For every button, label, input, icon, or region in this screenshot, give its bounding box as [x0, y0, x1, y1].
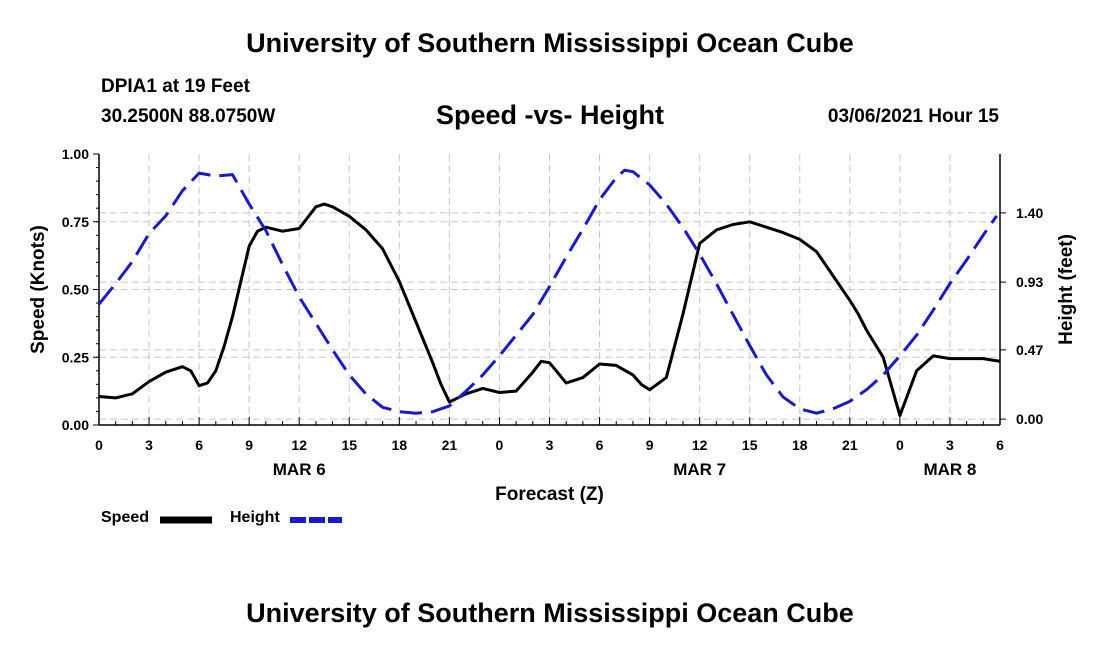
series — [97, 168, 1001, 417]
y-tick-label: 0.25 — [62, 349, 89, 365]
x-tick-label: 0 — [896, 437, 904, 453]
x-tick-label: 6 — [195, 437, 203, 453]
y-tick-label: 1.00 — [62, 146, 89, 162]
x-tick-label: 0 — [95, 437, 103, 453]
x-tick-label: 12 — [291, 437, 307, 453]
x-tick-label: 9 — [646, 437, 654, 453]
station-label: DPIA1 at 19 Feet — [101, 76, 250, 97]
x-tick-label: 18 — [792, 437, 808, 453]
x-tick-label: 6 — [596, 437, 604, 453]
footer-title: University of Southern Mississippi Ocean… — [246, 598, 854, 628]
x-tick-label: 0 — [496, 437, 504, 453]
y2-axis-title: Height (feet) — [1056, 234, 1077, 345]
y-tick-label: 0.50 — [62, 282, 89, 298]
x-tick-label: 3 — [946, 437, 954, 453]
x-tick-label: 3 — [546, 437, 554, 453]
axes — [93, 153, 1006, 426]
axis-labels: 0 3 6 9 12 15 18 21 0 3 6 9 12 15 18 21 0 3 6 0.00 0.25 0.50 0… — [28, 146, 1077, 505]
x-tick-label: 15 — [742, 437, 758, 453]
header-title: University of Southern Mississippi Ocean… — [246, 28, 854, 58]
day-label: MAR 7 — [673, 460, 726, 479]
station-coordinates: 30.2500N 88.0750W — [101, 106, 276, 127]
day-label: MAR 6 — [273, 460, 326, 479]
y-axis-title: Speed (Knots) — [28, 225, 49, 354]
y2-tick-label: 0.93 — [1016, 274, 1043, 290]
x-tick-label: 18 — [392, 437, 408, 453]
legend-height-label: Height — [230, 509, 280, 526]
y-tick-label: 0.75 — [62, 214, 89, 230]
legend-speed-label: Speed — [101, 509, 150, 526]
chart-title: Speed -vs- Height — [435, 100, 665, 130]
x-tick-label: 21 — [842, 437, 858, 453]
y-tick-label: 0.00 — [62, 417, 89, 433]
x-tick-label: 6 — [996, 437, 1004, 453]
x-axis-title: Forecast (Z) — [495, 484, 604, 505]
x-tick-label: 21 — [442, 437, 458, 453]
y2-tick-label: 0.47 — [1016, 342, 1043, 358]
x-tick-label: 15 — [341, 437, 357, 453]
grid — [99, 154, 1000, 425]
x-tick-label: 9 — [245, 437, 253, 453]
series-line-height — [97, 168, 998, 415]
x-tick-label: 3 — [145, 437, 153, 453]
x-tick-label: 12 — [692, 437, 708, 453]
series-line-speed — [98, 202, 1001, 417]
y2-tick-label: 1.40 — [1016, 205, 1043, 221]
day-label: MAR 8 — [923, 460, 976, 479]
y2-tick-label: 0.00 — [1016, 411, 1043, 427]
forecast-datetime: 03/06/2021 Hour 15 — [827, 106, 999, 127]
